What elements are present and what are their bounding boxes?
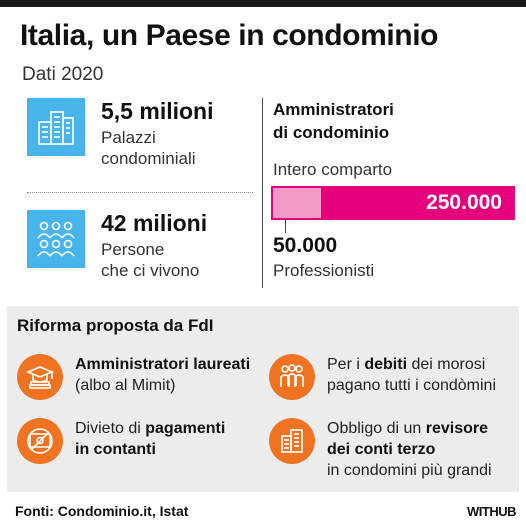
- reform-panel: Riforma proposta da FdI Amministratori l…: [7, 306, 519, 492]
- people-label-1: Persone: [101, 240, 165, 259]
- professionals-bar: [273, 188, 321, 218]
- debts-pre: Per i: [327, 356, 365, 373]
- graduation-cap-icon: [17, 354, 63, 400]
- page-title: Italia, un Paese in condominio: [20, 19, 439, 52]
- total-label: Intero comparto: [273, 160, 393, 179]
- connector-line: [285, 219, 286, 233]
- people-group-icon: [27, 210, 85, 268]
- page-subtitle: Dati 2020: [22, 64, 104, 85]
- admins-heading-line-2: di condominio: [273, 123, 390, 142]
- debts-post: dei morosi: [407, 356, 486, 373]
- reform-item-graduates: Amministratori laureati (albo al Mimit): [17, 354, 250, 400]
- stat-people: 42 milioni Persone che ci vivono: [27, 210, 207, 281]
- top-rule: [0, 0, 526, 7]
- dotted-divider: [27, 192, 253, 193]
- auditor-line-3: in condomini più grandi: [327, 462, 492, 479]
- auditor-line-2: dei conti terzo: [327, 441, 436, 458]
- admins-heading: Amministratori di condominio: [273, 98, 394, 144]
- vertical-divider: [262, 98, 263, 288]
- auditor-bold: revisore: [425, 420, 488, 437]
- footer-source: Fonti: Condominio.it, Istat: [15, 503, 189, 519]
- auditor-pre: Obbligo di un: [327, 420, 426, 437]
- graduates-bold: Amministratori laureati: [75, 356, 251, 373]
- buildings-icon: [27, 98, 85, 156]
- reform-item-debts: Per i debiti dei morosi pagano tutti i c…: [269, 354, 496, 400]
- reform-item-auditor: Obbligo di un revisore dei conti terzo i…: [269, 418, 492, 481]
- building-icon: [269, 418, 315, 464]
- brand-logo: WITHUB: [467, 504, 517, 519]
- stat-buildings: 5,5 milioni Palazzi condominiali: [27, 98, 213, 169]
- cash-pre: Divieto di: [75, 420, 146, 437]
- buildings-label-1: Palazzi: [101, 128, 156, 147]
- people-value: 42 milioni: [101, 210, 208, 236]
- debts-bold: debiti: [364, 356, 408, 373]
- buildings-label-2: condominiali: [101, 149, 196, 168]
- no-cash-icon: [17, 418, 63, 464]
- debts-line-2: pagano tutti i condòmini: [327, 377, 496, 394]
- reform-title: Riforma proposta da FdI: [17, 316, 214, 335]
- total-value: 250.000: [426, 191, 502, 214]
- cash-line-2: in contanti: [75, 441, 156, 458]
- cash-bold: pagamenti: [145, 420, 226, 437]
- professionals-value: 50.000: [273, 234, 338, 257]
- graduates-rest: (albo al Mimit): [75, 377, 176, 394]
- buildings-value: 5,5 milioni: [101, 98, 214, 124]
- professionals-label: Professionisti: [273, 261, 375, 280]
- admins-heading-line-1: Amministratori: [273, 100, 394, 119]
- reform-item-cash: Divieto di pagamenti in contanti: [17, 418, 225, 464]
- people-label-2: che ci vivono: [101, 261, 200, 280]
- people-icon: [269, 354, 315, 400]
